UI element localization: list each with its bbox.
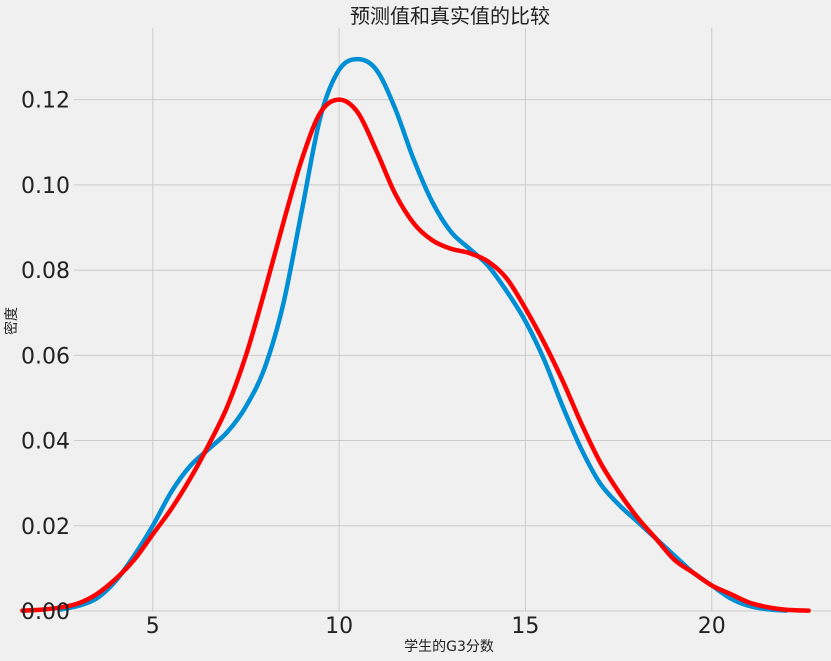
x-tick-label: 10: [325, 614, 353, 639]
x-tick-labels: 5 10 15 20: [146, 614, 726, 639]
x-gridlines: [152, 28, 713, 611]
y-tick-labels: 0.00 0.02 0.04 0.06 0.08 0.10 0.12: [21, 89, 70, 625]
y-tick-label: 0.12: [21, 89, 70, 114]
series-line-2: [20, 97, 811, 613]
y-tick-label: 0.00: [21, 600, 70, 625]
y-tick-label: 0.02: [21, 515, 70, 540]
y-tick-label: 0.08: [21, 259, 70, 284]
y-tick-label: 0.10: [21, 174, 70, 199]
x-tick-label: 15: [511, 614, 539, 639]
x-tick-label: 5: [146, 614, 160, 639]
y-tick-label: 0.04: [21, 430, 70, 455]
chart-title: 预测值和真实值的比较: [350, 4, 550, 28]
x-tick-label: 20: [698, 614, 726, 639]
y-tick-label: 0.06: [21, 344, 70, 369]
y-gridlines: [74, 99, 831, 612]
series-lines: [20, 56, 811, 613]
series-line-1: [57, 56, 789, 613]
y-axis-label: 密度: [3, 307, 20, 335]
x-axis-label: 学生的G3分数: [404, 639, 494, 655]
